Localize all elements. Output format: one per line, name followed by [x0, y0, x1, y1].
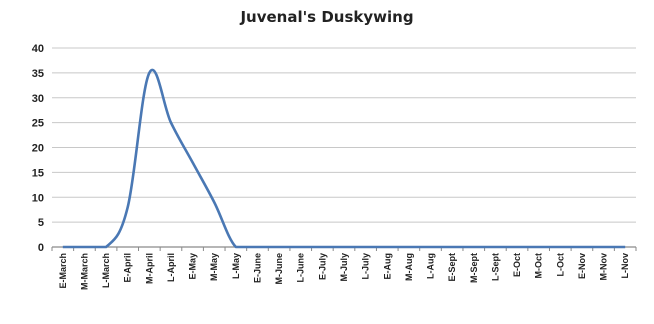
- y-tick-label: 15: [32, 167, 44, 179]
- x-tick-label: L-Oct: [555, 253, 565, 277]
- x-tick-label: E-Nov: [577, 253, 587, 279]
- x-tick-label: L-Nov: [620, 253, 630, 279]
- chart-title: Juvenal's Duskywing: [240, 8, 414, 26]
- x-tick-label: M-May: [209, 253, 219, 281]
- x-tick-label: M-Aug: [404, 253, 414, 281]
- y-tick-label: 35: [32, 68, 44, 80]
- x-tick-label: L-Sept: [490, 253, 500, 281]
- x-tick-label: E-April: [123, 253, 133, 283]
- x-tick-label: E-March: [58, 253, 68, 289]
- y-tick-label: 30: [32, 93, 44, 105]
- x-tick-label: L-March: [101, 253, 111, 288]
- x-tick-label: M-April: [144, 253, 154, 284]
- x-tick-label: M-March: [79, 253, 89, 290]
- x-tick-label: M-Sept: [469, 253, 479, 283]
- x-tick-label: L-July: [361, 253, 371, 280]
- x-tick-label: E-Sept: [447, 253, 457, 282]
- y-tick-label: 5: [38, 217, 44, 229]
- x-tick-label: E-May: [188, 253, 198, 280]
- x-tick-label: L-June: [296, 253, 306, 283]
- y-tick-label: 40: [32, 43, 44, 55]
- x-tick-label: L-Aug: [426, 253, 436, 279]
- x-tick-label: E-July: [317, 253, 327, 280]
- y-tick-label: 10: [32, 192, 44, 204]
- x-tick-label: E-June: [252, 253, 262, 283]
- y-tick-label: 25: [32, 118, 44, 130]
- series-line: [62, 68, 626, 249]
- x-tick-label: M-June: [274, 253, 284, 285]
- x-tick-label: E-Oct: [512, 253, 522, 277]
- y-tick-label: 20: [32, 143, 44, 155]
- x-tick-label: M-July: [339, 253, 349, 282]
- x-tick-label: E-Aug: [382, 253, 392, 280]
- x-tick-label: L-May: [231, 253, 241, 279]
- x-tick-label: L-April: [166, 253, 176, 282]
- y-tick-label: 0: [38, 242, 44, 254]
- x-tick-label: M-Oct: [534, 253, 544, 279]
- x-tick-label: M-Nov: [599, 253, 609, 281]
